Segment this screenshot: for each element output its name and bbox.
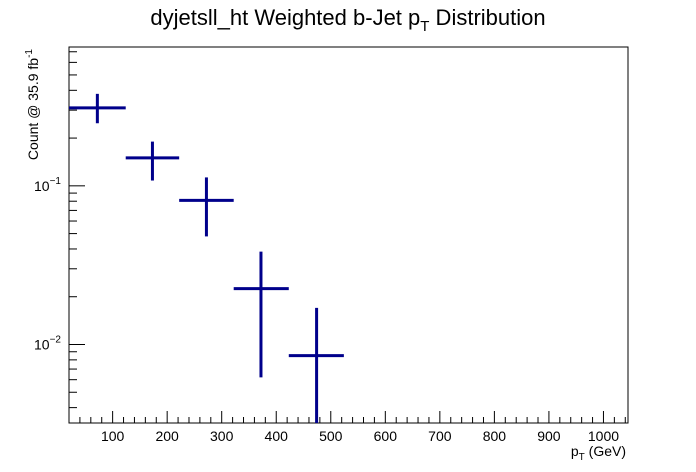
x-axis-label: pT (GeV) <box>571 443 626 463</box>
plot-frame <box>68 46 629 424</box>
chart-title: dyjetsll_ht Weighted b-Jet pT Distributi… <box>150 5 545 35</box>
x-tick-label: 100 <box>101 428 125 444</box>
data-point <box>69 93 126 124</box>
x-tick-label: 200 <box>155 428 179 444</box>
data-points <box>69 93 344 423</box>
y-axis: 10−1 10−2 <box>34 51 85 409</box>
x-tick-label: 800 <box>483 428 507 444</box>
x-tick-label: 1000 <box>588 428 619 444</box>
title-subscript: T <box>420 18 429 35</box>
data-point <box>288 307 344 423</box>
x-tick-label: 600 <box>374 428 398 444</box>
y-tick-label: 10−2 <box>34 334 61 352</box>
x-tick-label: 300 <box>210 428 234 444</box>
x-tick-label: 400 <box>265 428 289 444</box>
data-point <box>179 177 234 237</box>
y-axis-label: Count @ 35.9 fb-1 <box>24 49 41 161</box>
y-tick-label: 10−1 <box>34 176 61 194</box>
x-tick-label: 700 <box>428 428 452 444</box>
x-tick-label: 500 <box>319 428 343 444</box>
x-axis: 100 200 300 400 500 600 700 800 900 1000 <box>68 411 626 444</box>
x-tick-label: 900 <box>537 428 561 444</box>
data-point <box>125 141 180 181</box>
data-point <box>233 251 289 378</box>
